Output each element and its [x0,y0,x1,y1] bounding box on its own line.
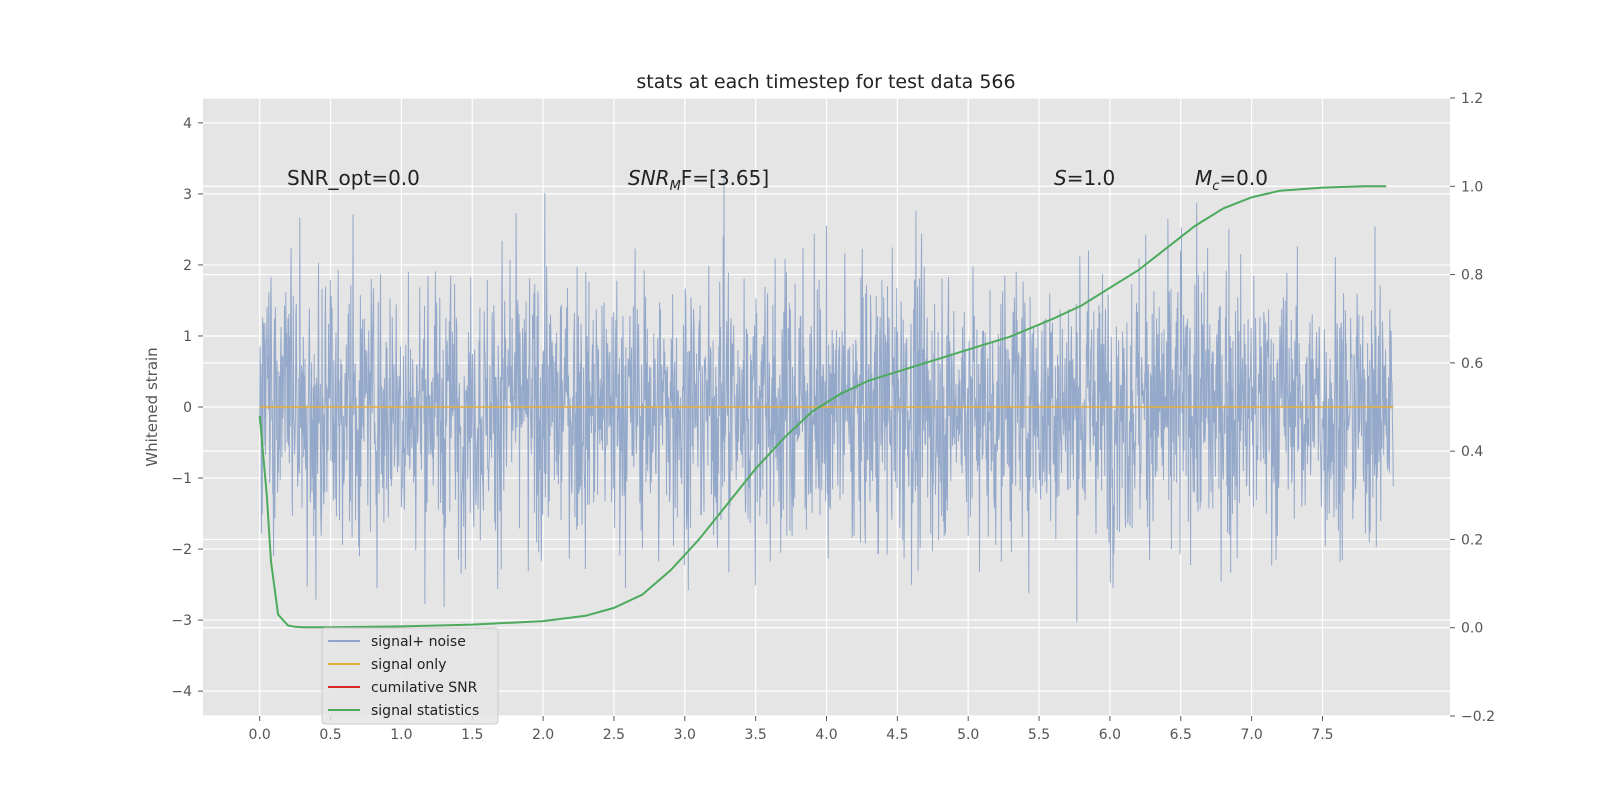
y2-tick-label: 1.0 [1461,179,1483,195]
annotation-mc-sub: c [1212,179,1219,194]
x-tick-label: 4.5 [886,727,908,743]
x-tick-label: 7.5 [1311,727,1333,743]
annotation-snr-mf-rest: F=[3.65] [681,166,769,190]
signal-noise-series [259,175,1394,622]
y-tick-label: 3 [183,187,192,203]
y2-tick-label: 0.4 [1461,444,1483,460]
x-tick-label: 6.0 [1099,727,1121,743]
y-tick-label: 0 [183,400,192,416]
y-tick-label: 2 [183,258,192,274]
y-tick-label: 4 [183,116,192,132]
y-tick-label: −1 [171,471,192,487]
y2-tick-label: 1.2 [1461,91,1483,107]
annotation-snr-mf-sub: M [670,179,681,194]
x-tick-label: 4.0 [815,727,837,743]
annotation-s-main: S [1054,166,1067,190]
x-tick-label: 0.0 [249,727,271,743]
annotation-mc: Mc=0.0 [1195,166,1268,194]
x-tick-label: 6.5 [1170,727,1192,743]
annotation-s: S=1.0 [1054,166,1115,190]
series-layer [258,185,1394,629]
y-tick-label: 1 [183,329,192,345]
legend-label-signal-noise: signal+ noise [371,634,466,650]
annotation-snr-mf-main: SNR [628,166,670,190]
x-tick-label: 3.5 [745,727,767,743]
x-tick-label: 2.5 [603,727,625,743]
x-tick-label: 1.5 [461,727,483,743]
x-tick-label: 1.0 [390,727,412,743]
annotation-snr-mf: SNRMF=[3.65] [628,166,769,194]
y-axis-label: Whitened strain [143,347,161,466]
y-tick-label: −3 [171,613,192,629]
y2-tick-label: 0.8 [1461,268,1483,284]
y2-tick-label: 0.6 [1461,356,1483,372]
y2-tick-label: −0.2 [1461,709,1495,725]
y-tick-label: −4 [171,684,192,700]
y2-tick-label: 0.2 [1461,532,1483,548]
x-tick-label: 0.5 [319,727,341,743]
annotation-mc-rest: =0.0 [1219,166,1268,190]
legend-box [321,627,499,725]
legend-label-cumulative-snr: cumilative SNR [371,680,478,696]
annotation-snr-opt: SNR_opt=0.0 [287,166,420,190]
legend-label-signal-only: signal only [371,657,446,673]
chart-title: stats at each timestep for test data 566 [636,71,1015,93]
annotation-s-rest: =1.0 [1067,166,1116,190]
axes: 0.0 0.5 1.0 1.5 2.0 2.5 3.0 3.5 4.0 4.5 5.0 5.5 6.0 6… [171,91,1495,743]
x-tick-label: 3.0 [674,727,696,743]
x-tick-label: 5.5 [1028,727,1050,743]
y-tick-label: −2 [171,542,192,558]
y2-tick-label: 0.0 [1461,621,1483,637]
signal-noise-line [259,175,1394,622]
x-tick-label: 7.0 [1240,727,1262,743]
legend-label-signal-statistics: signal statistics [371,703,479,719]
annotation-layer: SNR_opt=0.0 SNRMF=[3.65] S=1.0 Mc=0.0 [287,166,1268,194]
x-tick-label: 2.0 [532,727,554,743]
signal-statistics-line [258,185,1387,629]
x-tick-label: 5.0 [957,727,979,743]
legend: signal+ noise signal only cumilative SNR… [321,627,499,725]
annotation-mc-main: M [1195,166,1212,190]
